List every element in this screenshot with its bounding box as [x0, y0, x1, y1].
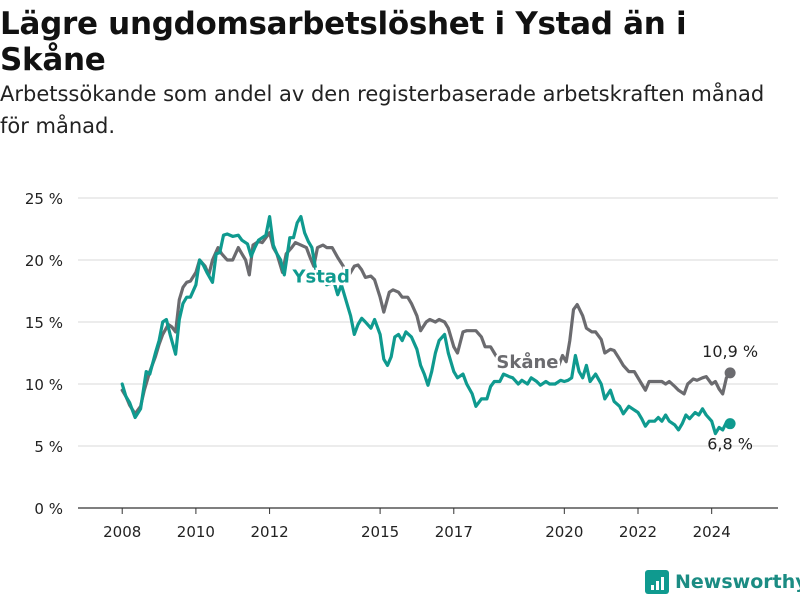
newsworthy-logo: Newsworthy — [645, 570, 800, 594]
y-tick-label: 10 % — [25, 376, 63, 394]
series-line-skane — [120, 231, 732, 416]
x-tick-label: 2024 — [693, 523, 731, 541]
series-lines — [120, 215, 736, 436]
grid-lines — [78, 197, 778, 509]
y-tick-label: 15 % — [25, 314, 63, 332]
y-tick-label: 20 % — [25, 252, 63, 270]
series-line-ystad — [120, 215, 732, 436]
chart-subtitle: Arbetssökande som andel av den registerb… — [0, 82, 765, 138]
x-tick-label: 2008 — [103, 523, 141, 541]
brand-name: Newsworthy — [675, 571, 800, 593]
series-end-marker — [724, 418, 736, 430]
series-labels: Skåne Ystad 10,9 % 6,8 % — [289, 264, 758, 454]
series-label-skane: Skåne — [496, 351, 558, 373]
x-tick-label: 2017 — [435, 523, 473, 541]
y-tick-label: 25 % — [25, 190, 63, 208]
x-tick-label: 2010 — [177, 523, 215, 541]
axes: 0 % 5 % 10 % 15 % 20 % 25 % 2008 2010 2012 2015 20… — [25, 190, 731, 541]
y-tick-label: 0 % — [34, 500, 63, 518]
chart-title: Lägre ungdomsarbetslöshet i Ystad än i S… — [0, 6, 687, 78]
y-tick-label: 5 % — [34, 438, 63, 456]
end-value-label-ystad: 6,8 % — [707, 435, 753, 454]
series-end-marker — [724, 367, 736, 379]
x-tick-label: 2022 — [619, 523, 657, 541]
series-label-ystad: Ystad — [291, 266, 349, 287]
x-tick-label: 2015 — [361, 523, 399, 541]
bar-chart-icon — [645, 570, 669, 594]
end-value-label-skane: 10,9 % — [702, 342, 758, 361]
x-tick-label: 2020 — [545, 523, 583, 541]
x-tick-label: 2012 — [250, 523, 288, 541]
